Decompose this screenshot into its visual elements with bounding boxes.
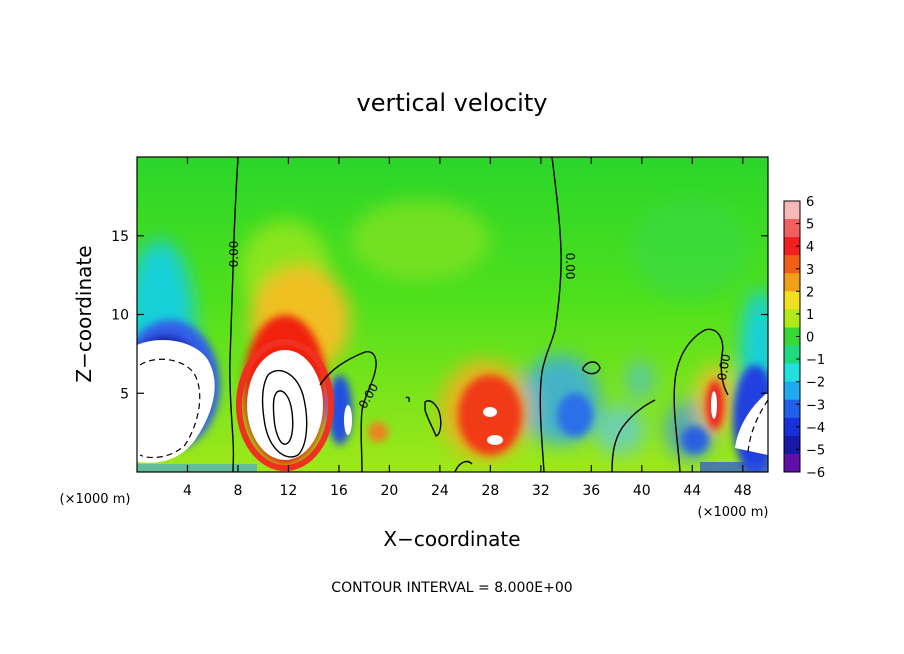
colorbar-band (784, 363, 800, 383)
colorbar-tick-label: −5 (806, 443, 825, 458)
dashed-contours (139, 358, 768, 459)
x-tick-label: 24 (431, 483, 449, 499)
x-tick-label: 8 (233, 483, 242, 499)
x-tick-label: 12 (280, 483, 298, 499)
y-tick-label: 15 (111, 229, 129, 245)
zero-contour-mid (539, 157, 562, 472)
colorbar-band (784, 219, 800, 238)
colorbar-tick-label: −1 (806, 353, 825, 368)
colorbar-band (784, 453, 800, 473)
x-axis: 4 8 12 16 20 24 28 32 36 40 44 48 (183, 157, 752, 499)
colorbar-tick-label: −2 (806, 376, 825, 391)
y-tick-label: 10 (111, 308, 129, 324)
contour-label: 0.00 (563, 253, 577, 280)
contour-label: 0.00 (227, 241, 241, 268)
x-tick-label: 16 (330, 483, 348, 499)
colorbar-band (784, 255, 800, 274)
colorbar-tick-label: −6 (806, 466, 825, 481)
contour-lines (229, 157, 729, 472)
colorbar-tick-label: 6 (806, 195, 814, 210)
colorbar-band (784, 237, 800, 256)
saturated-downdraft-left (137, 340, 215, 463)
heatmap-field (137, 157, 768, 472)
colorbar: 6 5 4 3 2 1 0 −1 −2 −3 −4 −5 −6 (783, 195, 825, 481)
y-axis-label: Z−coordinate (72, 245, 96, 382)
colorbar-band (784, 381, 800, 401)
x-tick-label: 44 (683, 483, 701, 499)
colorbar-band (784, 273, 800, 292)
colorbar-band (784, 201, 800, 220)
x-axis-label: X−coordinate (383, 527, 520, 551)
x-tick-label: 32 (532, 483, 550, 499)
x-tick-label: 20 (380, 483, 398, 499)
colorbar-band (784, 417, 800, 437)
colorbar-tick-label: 5 (806, 218, 814, 233)
x-tick-label: 48 (734, 483, 752, 499)
x-tick-label: 40 (633, 483, 651, 499)
colorbar-tick-label: 4 (806, 240, 814, 255)
colorbar-band (784, 327, 800, 347)
colorbar-tick-label: 2 (806, 285, 814, 300)
colorbar-band (784, 291, 800, 310)
colorbar-tick-label: −4 (806, 421, 825, 436)
x-tick-label: 36 (582, 483, 600, 499)
y-axis: 5 10 15 (111, 229, 768, 402)
colorbar-band (784, 309, 800, 328)
colorbar-tick-label: −3 (806, 398, 825, 413)
y-tick-label: 5 (120, 386, 129, 402)
x-unit-right: (×1000 m) (698, 505, 769, 520)
colorbar-band (784, 399, 800, 419)
colorbar-tick-label: 3 (806, 263, 814, 278)
colorbar-tick-label: 1 (806, 308, 814, 323)
colorbar-tick-label: 0 (806, 331, 814, 346)
colorbar-band (784, 435, 800, 455)
colorbar-band (784, 345, 800, 365)
zero-contour-left (229, 157, 239, 472)
x-tick-label: 28 (481, 483, 499, 499)
chart-title: vertical velocity (357, 89, 548, 117)
x-unit-left: (×1000 m) (60, 492, 131, 507)
contour-interval-note: CONTOUR INTERVAL = 8.000E+00 (331, 580, 572, 596)
contour-label: 0.00 (715, 353, 733, 382)
x-tick-label: 4 (183, 483, 192, 499)
saturated-downdraft-right (735, 392, 768, 455)
